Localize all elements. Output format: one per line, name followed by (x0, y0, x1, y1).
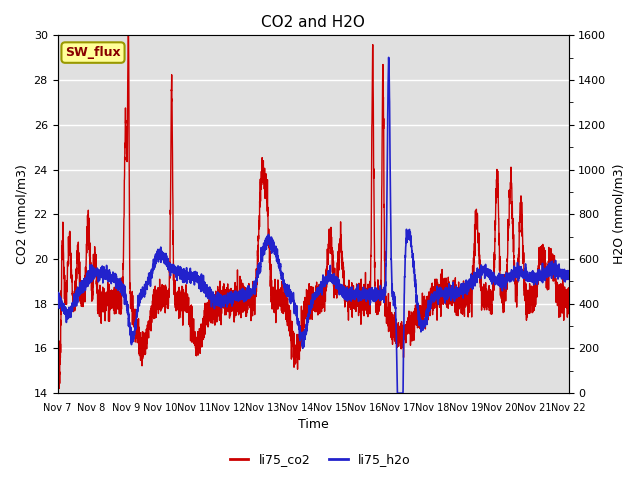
Y-axis label: CO2 (mmol/m3): CO2 (mmol/m3) (15, 164, 28, 264)
Legend: li75_co2, li75_h2o: li75_co2, li75_h2o (225, 448, 415, 471)
Text: SW_flux: SW_flux (65, 46, 121, 59)
Y-axis label: H2O (mmol/m3): H2O (mmol/m3) (612, 164, 625, 264)
X-axis label: Time: Time (298, 419, 328, 432)
Title: CO2 and H2O: CO2 and H2O (261, 15, 365, 30)
